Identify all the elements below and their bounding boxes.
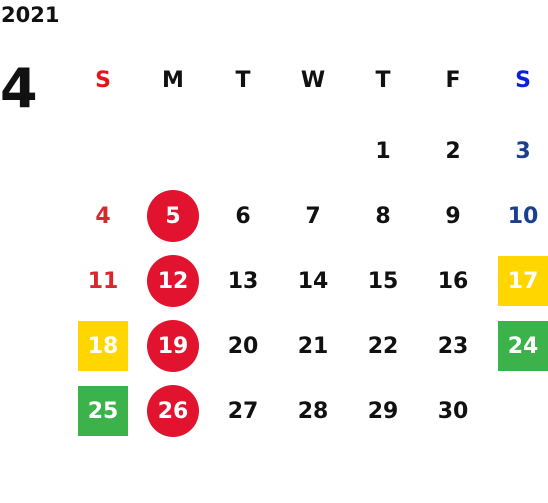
day: 10 — [507, 203, 539, 229]
day: 28 — [297, 398, 329, 424]
weekday-header: W — [300, 67, 326, 93]
day: 7 — [305, 203, 321, 229]
day: 16 — [437, 268, 469, 294]
day: 3 — [515, 138, 531, 164]
day: 11 — [87, 268, 119, 294]
day: 29 — [367, 398, 399, 424]
day: 9 — [445, 203, 461, 229]
day: 27 — [227, 398, 259, 424]
day: 25 — [78, 386, 128, 436]
day: 12 — [147, 255, 199, 307]
day: 21 — [297, 333, 329, 359]
day: 1 — [375, 138, 391, 164]
day: 6 — [235, 203, 251, 229]
weekday-header: T — [235, 67, 251, 93]
day: 20 — [227, 333, 259, 359]
weekday-header: F — [445, 67, 461, 93]
month: 4 — [0, 57, 38, 120]
weekday-header: S — [515, 67, 531, 93]
day: 22 — [367, 333, 399, 359]
year: 2021 — [1, 3, 60, 27]
day: 24 — [498, 321, 548, 371]
day: 8 — [375, 203, 391, 229]
day: 13 — [227, 268, 259, 294]
day: 17 — [498, 256, 548, 306]
weekday-header: T — [375, 67, 391, 93]
day: 4 — [95, 203, 111, 229]
day: 30 — [437, 398, 469, 424]
day: 18 — [78, 321, 128, 371]
day: 15 — [367, 268, 399, 294]
day: 23 — [437, 333, 469, 359]
day: 26 — [147, 385, 199, 437]
weekday-header: M — [162, 67, 184, 93]
day: 2 — [445, 138, 461, 164]
day: 5 — [147, 190, 199, 242]
day: 19 — [147, 320, 199, 372]
day: 14 — [297, 268, 329, 294]
weekday-header: S — [95, 67, 111, 93]
